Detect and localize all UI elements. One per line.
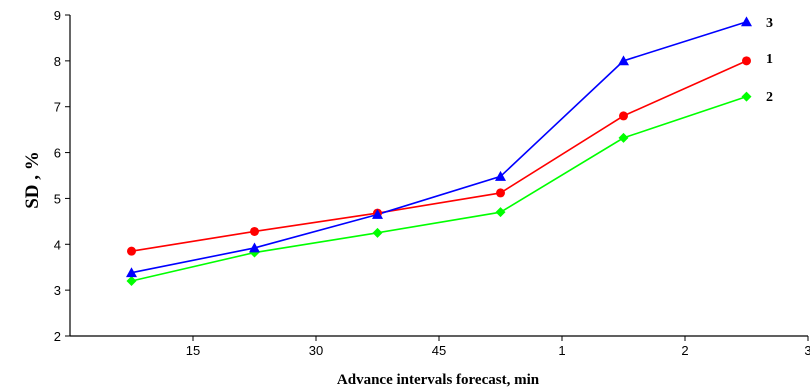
y-tick-label: 2 bbox=[54, 329, 61, 344]
series-2-point bbox=[618, 132, 629, 143]
series-3-point bbox=[249, 242, 260, 253]
series-2-point bbox=[126, 275, 137, 286]
series-layer bbox=[126, 16, 752, 286]
series-3-point bbox=[372, 208, 383, 219]
series-1-point bbox=[496, 188, 505, 198]
series-2-label: 2 bbox=[766, 90, 773, 105]
y-tick-label: 7 bbox=[54, 100, 61, 115]
y-tick-label: 4 bbox=[54, 237, 61, 252]
series-1-line bbox=[131, 60, 747, 252]
y-tick-label: 6 bbox=[54, 146, 61, 161]
series-2-line bbox=[131, 95, 747, 282]
series-2-point bbox=[741, 91, 752, 102]
series-3-label: 3 bbox=[766, 16, 773, 31]
x-tick-label: 15 bbox=[186, 343, 200, 358]
y-tick-label: 3 bbox=[54, 283, 61, 298]
labels-layer: 1 2 3 bbox=[766, 16, 773, 105]
series-2-point bbox=[372, 227, 383, 238]
y-axis-title: SD , % bbox=[22, 151, 43, 209]
y-tick-label: 5 bbox=[54, 191, 61, 206]
series-1-label: 1 bbox=[766, 52, 773, 67]
y-tick-label: 9 bbox=[54, 8, 61, 23]
series-3-line bbox=[131, 21, 747, 274]
series-1-point bbox=[619, 111, 628, 121]
x-tick-label: 3 bbox=[804, 343, 810, 358]
x-tick-label: 2 bbox=[681, 343, 688, 358]
y-tick-label: 8 bbox=[54, 54, 61, 69]
series-3-point bbox=[126, 267, 137, 278]
series-1-point bbox=[250, 226, 259, 236]
series-2-point bbox=[495, 207, 506, 218]
series-1-point bbox=[742, 56, 751, 66]
x-axis-title: Advance intervals forecast, min bbox=[337, 372, 540, 388]
series-3-point bbox=[495, 170, 506, 181]
x-tick-label: 30 bbox=[309, 343, 323, 358]
x-tick-label: 45 bbox=[432, 343, 446, 358]
x-tick-label: 1 bbox=[558, 343, 565, 358]
series-1-point bbox=[127, 246, 136, 256]
series-3-point bbox=[618, 55, 629, 66]
series-3-point bbox=[741, 16, 752, 27]
